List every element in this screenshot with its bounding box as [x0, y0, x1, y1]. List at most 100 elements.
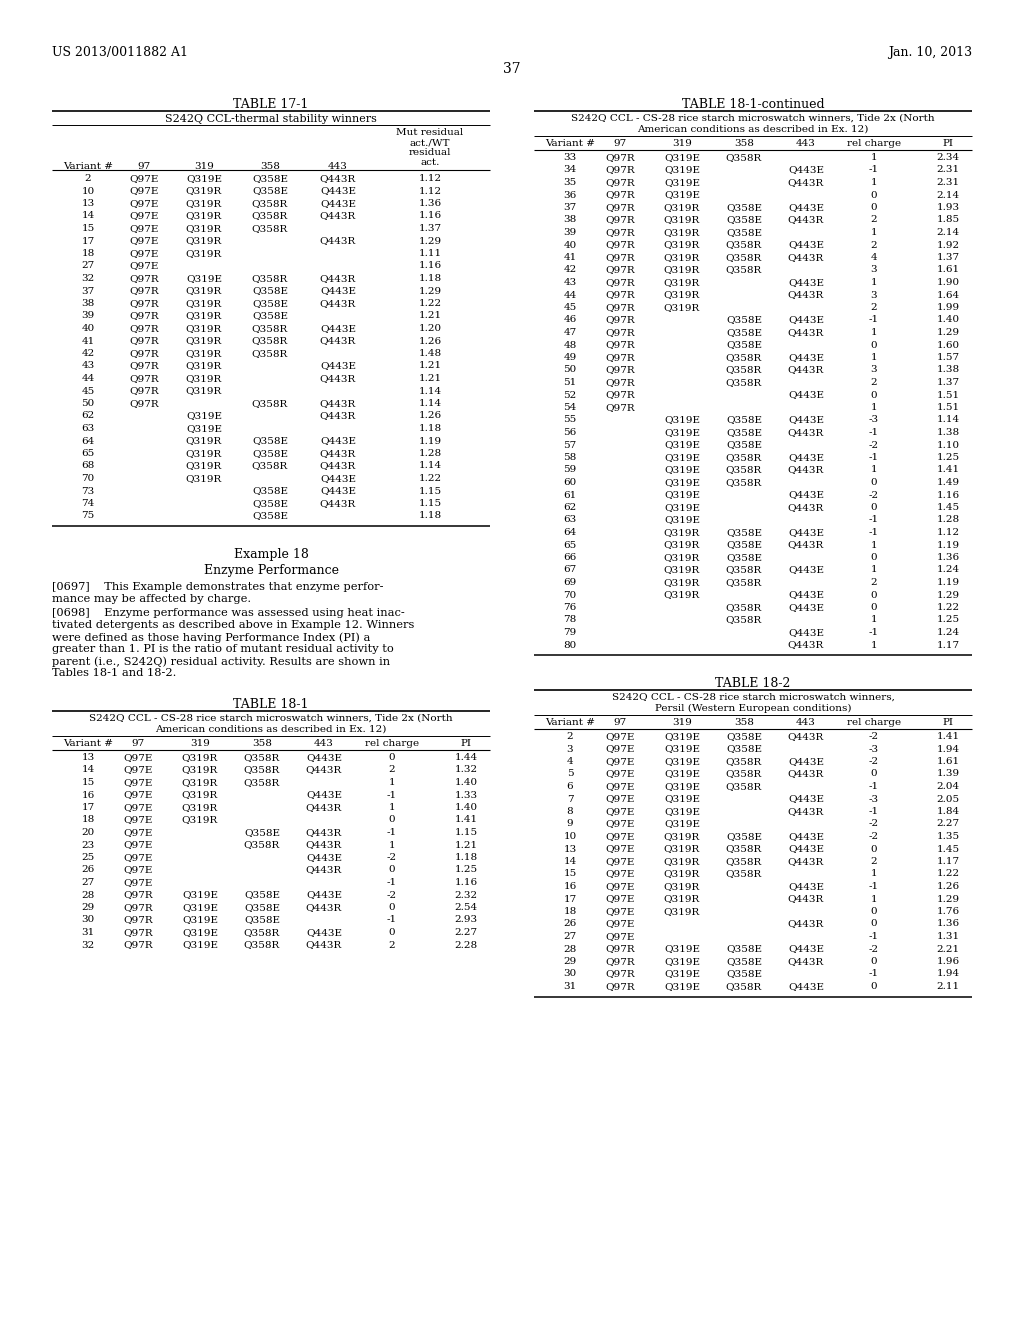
Text: Variant #: Variant # — [63, 162, 113, 172]
Text: -1: -1 — [387, 791, 397, 800]
Text: Q319E: Q319E — [664, 441, 700, 450]
Text: 358: 358 — [734, 139, 754, 148]
Text: 1.29: 1.29 — [936, 895, 959, 903]
Text: 15: 15 — [563, 870, 577, 879]
Text: 41: 41 — [81, 337, 94, 346]
Text: Q358E: Q358E — [252, 499, 288, 508]
Text: Q319E: Q319E — [186, 275, 222, 282]
Text: Q97E: Q97E — [605, 932, 635, 941]
Text: Q358R: Q358R — [726, 770, 762, 779]
Text: Q97R: Q97R — [129, 374, 159, 383]
Text: 1.61: 1.61 — [936, 265, 959, 275]
Text: 1.18: 1.18 — [455, 853, 477, 862]
Text: Q358R: Q358R — [726, 565, 762, 574]
Text: Q443E: Q443E — [788, 416, 824, 425]
Text: Q443R: Q443R — [787, 290, 824, 300]
Text: Q97R: Q97R — [129, 348, 159, 358]
Text: Q97R: Q97R — [129, 312, 159, 321]
Text: 18: 18 — [563, 907, 577, 916]
Text: Mut residual: Mut residual — [396, 128, 464, 137]
Text: 0: 0 — [389, 903, 395, 912]
Text: Q358E: Q358E — [244, 916, 280, 924]
Text: 358: 358 — [260, 162, 280, 172]
Text: Q97E: Q97E — [605, 733, 635, 741]
Text: Q443R: Q443R — [306, 866, 342, 874]
Text: 1.60: 1.60 — [936, 341, 959, 350]
Text: 358: 358 — [252, 739, 272, 748]
Text: Q358E: Q358E — [726, 744, 762, 754]
Text: 3: 3 — [566, 744, 573, 754]
Text: Q97E: Q97E — [129, 224, 159, 234]
Text: Q97E: Q97E — [605, 744, 635, 754]
Text: 31: 31 — [563, 982, 577, 991]
Text: 1.29: 1.29 — [936, 590, 959, 599]
Text: Q97E: Q97E — [123, 853, 153, 862]
Text: Q443R: Q443R — [306, 940, 342, 949]
Text: S242Q CCL-thermal stability winners: S242Q CCL-thermal stability winners — [165, 114, 377, 124]
Text: 26: 26 — [563, 920, 577, 928]
Text: Q443R: Q443R — [319, 174, 356, 183]
Text: Variant #: Variant # — [545, 718, 595, 727]
Text: 0: 0 — [870, 391, 878, 400]
Text: Q97R: Q97R — [123, 891, 153, 899]
Text: Q358E: Q358E — [252, 511, 288, 520]
Text: Q97E: Q97E — [129, 249, 159, 257]
Text: 443: 443 — [796, 718, 816, 727]
Text: 50: 50 — [563, 366, 577, 375]
Text: 42: 42 — [563, 265, 577, 275]
Text: 1: 1 — [870, 895, 878, 903]
Text: Q358E: Q358E — [726, 341, 762, 350]
Text: Q97E: Q97E — [123, 816, 153, 825]
Text: Q358E: Q358E — [726, 315, 762, 325]
Text: Q443R: Q443R — [306, 803, 342, 812]
Text: Q358R: Q358R — [726, 615, 762, 624]
Text: Q443R: Q443R — [787, 640, 824, 649]
Text: 42: 42 — [81, 348, 94, 358]
Text: 1: 1 — [870, 153, 878, 162]
Text: Q358R: Q358R — [726, 366, 762, 375]
Text: 76: 76 — [563, 603, 577, 612]
Text: Q97R: Q97R — [129, 387, 159, 396]
Text: 37: 37 — [563, 203, 577, 213]
Text: 37: 37 — [503, 62, 521, 77]
Text: Q97R: Q97R — [605, 279, 635, 286]
Text: 8: 8 — [566, 807, 573, 816]
Text: 1.20: 1.20 — [419, 323, 441, 333]
Text: 28: 28 — [81, 891, 94, 899]
Text: 1.96: 1.96 — [936, 957, 959, 966]
Text: Q443E: Q443E — [788, 315, 824, 325]
Text: 1: 1 — [870, 352, 878, 362]
Text: Q319E: Q319E — [664, 982, 700, 991]
Text: 1.22: 1.22 — [419, 300, 441, 308]
Text: -1: -1 — [869, 807, 879, 816]
Text: Q97R: Q97R — [605, 366, 635, 375]
Text: Q319R: Q319R — [186, 249, 222, 257]
Text: 1.26: 1.26 — [419, 412, 441, 421]
Text: Q97R: Q97R — [129, 337, 159, 346]
Text: Q358R: Q358R — [244, 752, 281, 762]
Text: Q97R: Q97R — [123, 916, 153, 924]
Text: Q358E: Q358E — [252, 286, 288, 296]
Text: 1.45: 1.45 — [936, 503, 959, 512]
Text: Q443E: Q443E — [788, 491, 824, 499]
Text: 1: 1 — [870, 178, 878, 187]
Text: Q319R: Q319R — [186, 362, 222, 371]
Text: 1: 1 — [870, 615, 878, 624]
Text: 1.22: 1.22 — [419, 474, 441, 483]
Text: Q443E: Q443E — [788, 203, 824, 213]
Text: 97: 97 — [131, 739, 144, 748]
Text: 1.36: 1.36 — [419, 199, 441, 209]
Text: 1.14: 1.14 — [419, 399, 441, 408]
Text: 41: 41 — [563, 253, 577, 261]
Text: 1: 1 — [870, 870, 878, 879]
Text: 33: 33 — [563, 153, 577, 162]
Text: 14: 14 — [81, 211, 94, 220]
Text: 1.22: 1.22 — [936, 870, 959, 879]
Text: Q443E: Q443E — [319, 437, 356, 446]
Text: 17: 17 — [81, 236, 94, 246]
Text: 1: 1 — [870, 279, 878, 286]
Text: 0: 0 — [389, 866, 395, 874]
Text: 80: 80 — [563, 640, 577, 649]
Text: 40: 40 — [81, 323, 94, 333]
Text: 443: 443 — [314, 739, 334, 748]
